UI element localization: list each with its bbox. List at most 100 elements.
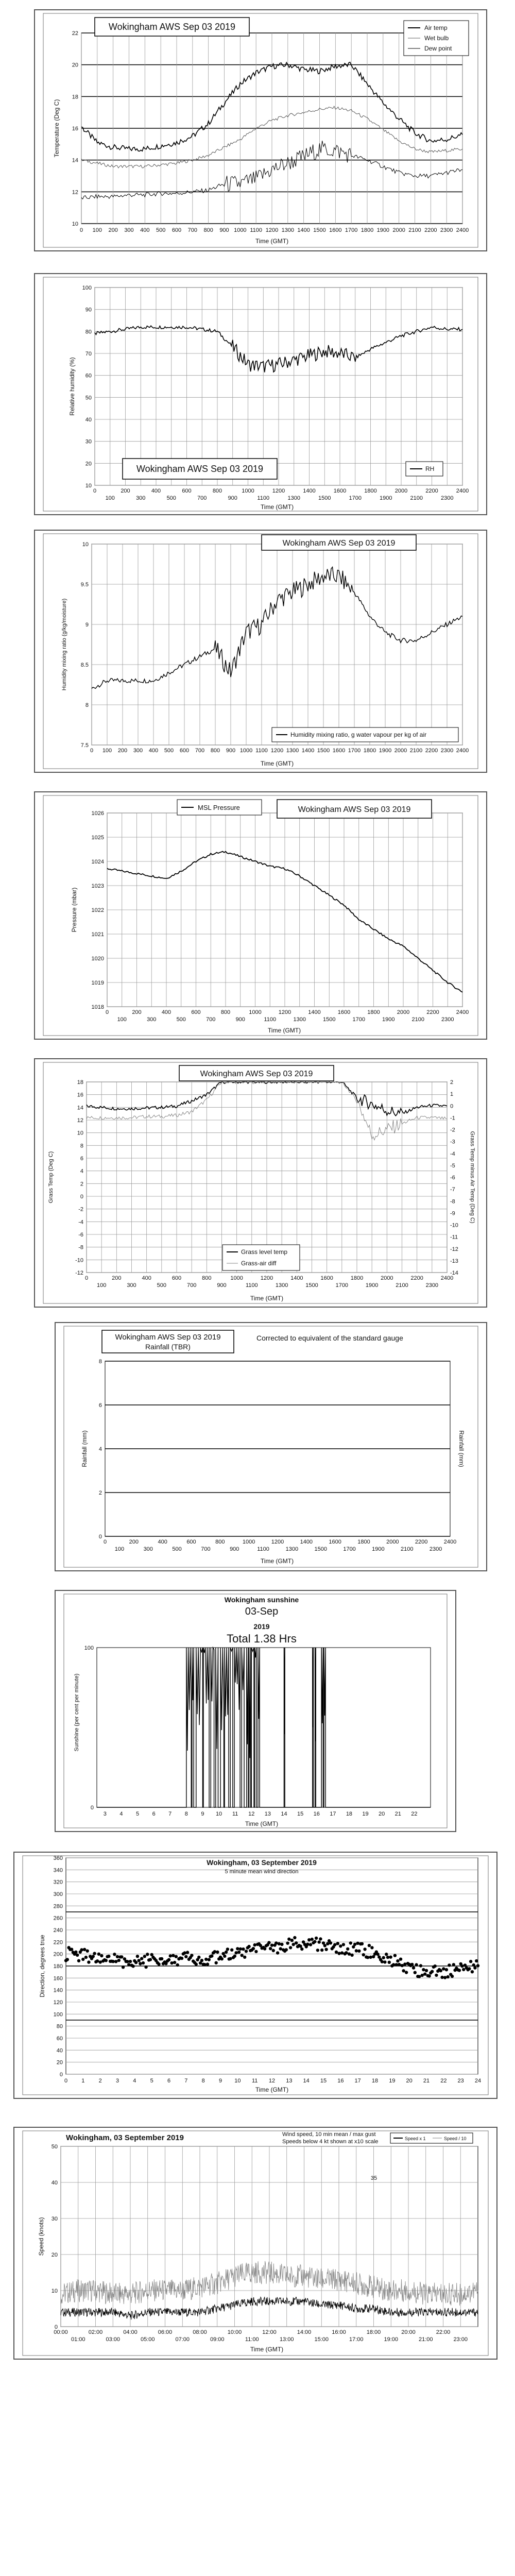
x-tick-label: 2000 [395, 488, 407, 494]
y-tick-label: 1025 [92, 835, 104, 841]
direction-point [104, 1959, 108, 1962]
x-tick-label: 600 [172, 227, 181, 233]
x-tick-label: 900 [219, 227, 229, 233]
x-tick-label: 200 [108, 227, 117, 233]
direction-point [234, 1951, 238, 1955]
x-tick-label: 6 [167, 2078, 170, 2084]
chart-subtitle: 5 minute mean wind direction [225, 1869, 298, 1875]
x-tick-label: 12 [269, 2078, 275, 2084]
direction-point [150, 1953, 153, 1957]
sunshine-chart: 0 100 3 4 5 6 7 8 9 10 11 12 13 14 15 16 17 18 19 20 21 22 W… [63, 1594, 448, 1828]
direction-point [243, 1955, 247, 1959]
direction-point [247, 1944, 251, 1948]
direction-point [352, 1945, 355, 1949]
x-tick-label: 100 [102, 748, 112, 754]
x-tick-label: 100 [97, 1282, 106, 1289]
legend-grass-air-diff: Grass-air diff [241, 1260, 277, 1267]
direction-point [271, 1948, 275, 1953]
gust-annotation: 35 [371, 2175, 377, 2181]
x-tick-label: 2300 [430, 1546, 442, 1552]
x-tick-label: 0 [64, 2078, 67, 2084]
direction-point [300, 1947, 304, 1951]
direction-point [363, 1947, 367, 1951]
direction-point [430, 1970, 434, 1973]
x-tick-label: 800 [203, 227, 213, 233]
direction-point [284, 1948, 288, 1952]
y-tick-label: 70 [85, 351, 92, 357]
direction-point [435, 1973, 438, 1977]
direction-point [286, 1941, 289, 1945]
x-tick-label: 900 [228, 495, 237, 501]
series-line-grass-air-diff [86, 1081, 448, 1141]
x-tick-label: 1400 [303, 488, 315, 494]
direction-point [127, 1963, 131, 1967]
x-tick-label: 1500 [317, 748, 330, 754]
y-tick-label: -2 [78, 1207, 83, 1213]
y-tick-label: 80 [57, 2024, 63, 2030]
direction-point [308, 1943, 313, 1946]
x-tick-label: 1000 [230, 1275, 243, 1281]
y2-axis-label: Grass Temp minus Air Temp (Deg C) [469, 1131, 475, 1224]
x-tick-label: 7 [184, 2078, 187, 2084]
direction-point [115, 1955, 119, 1958]
direction-point [184, 1955, 188, 1958]
y-axis-label: Temperature (Deg C) [53, 99, 60, 158]
x-tick-label: 9 [219, 2078, 222, 2084]
direction-point [76, 1953, 79, 1957]
y-tick-label: 6 [99, 1402, 102, 1409]
direction-point [120, 1955, 124, 1959]
x-tick-label: 1800 [367, 1009, 380, 1015]
direction-point [394, 1963, 398, 1967]
x-tick-label: 500 [156, 227, 165, 233]
x-tick-label: 6 [152, 1811, 156, 1817]
direction-point [254, 1950, 258, 1954]
direction-point [349, 1941, 352, 1945]
y-tick-label: 16 [77, 1092, 83, 1098]
direction-point [97, 1952, 101, 1956]
y-tick-label: 0 [91, 1805, 94, 1811]
x-tick-label: 1700 [349, 495, 362, 501]
y-tick-label: 340 [54, 1867, 63, 1873]
y-tick-label: 40 [57, 2047, 63, 2054]
direction-point [460, 1964, 464, 1968]
x-tick-label: 01:00 [71, 2336, 85, 2343]
direction-point [476, 1964, 480, 1968]
x-tick-label: 14 [303, 2078, 310, 2084]
y-tick-label: -4 [78, 1219, 83, 1225]
direction-point [143, 1955, 146, 1958]
x-tick-label: 300 [127, 1282, 136, 1289]
x-tick-label: 1400 [297, 227, 310, 233]
direction-point [356, 1941, 359, 1945]
direction-point [321, 1941, 325, 1945]
y-tick-label: 80 [85, 329, 92, 335]
x-tick-label: 13:00 [280, 2336, 294, 2343]
x-tick-label: 1000 [234, 227, 246, 233]
direction-point [123, 1957, 127, 1961]
direction-point [253, 1943, 256, 1947]
y-tick-label: 120 [54, 1999, 63, 2006]
x-tick-label: 1900 [379, 748, 391, 754]
y-tick-label: 60 [85, 373, 92, 379]
x-tick-label: 600 [186, 1539, 196, 1545]
direction-point [350, 1953, 354, 1957]
y-tick-label: 22 [72, 30, 78, 37]
y-tick-label: 9 [85, 622, 89, 628]
direction-point [452, 1963, 455, 1967]
legend-msl: MSL Pressure [198, 804, 240, 811]
direction-point [291, 1943, 295, 1946]
y-tick-label: 100 [84, 1645, 94, 1651]
x-axis-label: Time (GMT) [261, 1557, 294, 1565]
chart-title: Wokingham AWS Sep 03 2019 [115, 1333, 220, 1342]
direction-point [372, 1955, 375, 1959]
direction-point [270, 1943, 274, 1947]
x-tick-label: 1000 [243, 1539, 255, 1545]
x-tick-label: 15 [320, 2078, 327, 2084]
chart-title-box: Wokingham AWS Sep 03 2019 Rainfall (TBR) [101, 1330, 234, 1353]
direction-point [385, 1953, 388, 1956]
x-tick-label: 1900 [382, 1016, 394, 1023]
direction-point [295, 1941, 298, 1945]
x-tick-label: 2100 [408, 227, 421, 233]
x-tick-label: 1 [81, 2078, 84, 2084]
x-tick-label: 05:00 [141, 2336, 155, 2343]
